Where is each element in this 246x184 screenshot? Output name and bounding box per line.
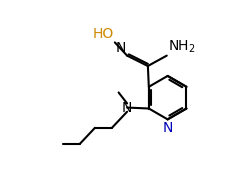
Text: N: N [122,101,132,115]
Text: N: N [115,41,126,55]
Text: HO: HO [93,27,114,41]
Text: NH$_2$: NH$_2$ [168,38,196,55]
Text: N: N [162,121,173,135]
